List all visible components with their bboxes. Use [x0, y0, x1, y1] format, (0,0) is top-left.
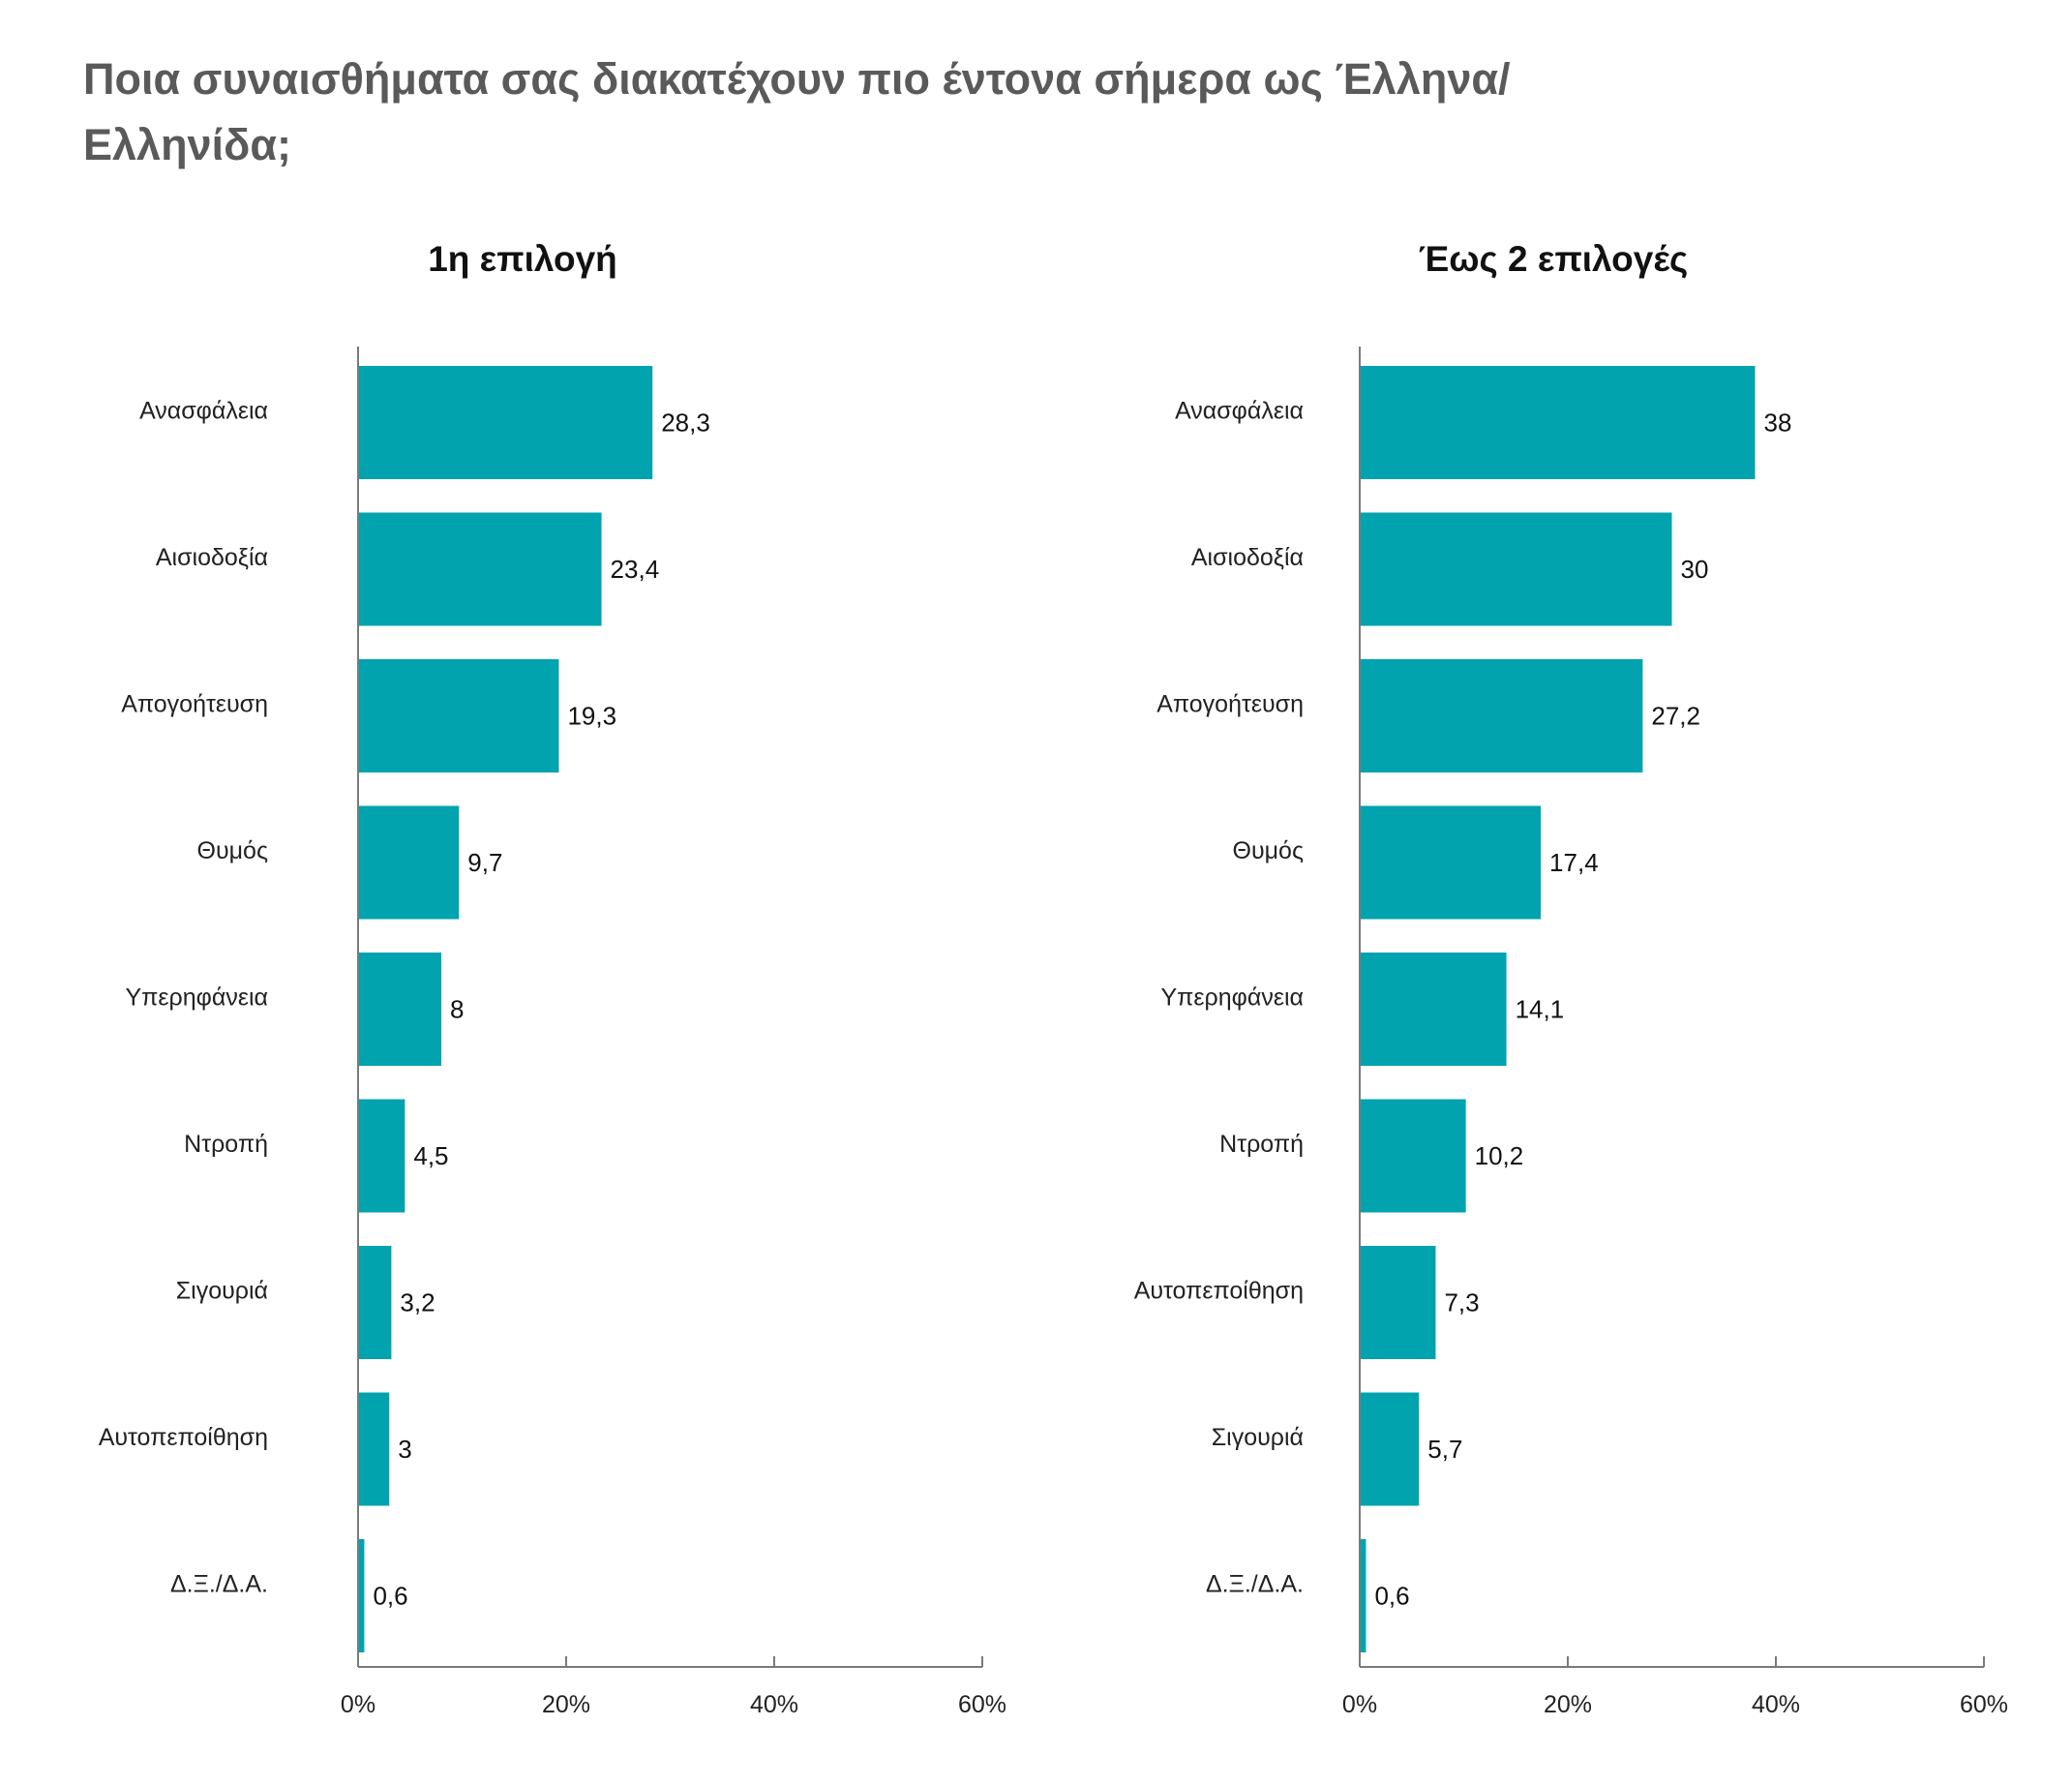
bar-5 [358, 953, 441, 1066]
data-label-3: 19,3 [567, 702, 616, 731]
bar-3 [358, 659, 559, 772]
bar-9 [358, 1539, 365, 1652]
category-label-8: Αυτοπεποίθηση [99, 1424, 268, 1451]
bar-2 [1360, 512, 1672, 626]
category-label-7: Αυτοπεποίθηση [1134, 1278, 1304, 1305]
chart-title: Ποια συναισθήματα σας διακατέχουν πιο έν… [83, 46, 1632, 178]
category-label-1: Ανασφάλεια [139, 398, 268, 425]
bar-7 [1360, 1246, 1436, 1359]
x-tick-label-2: 40% [1752, 1691, 1800, 1718]
data-label-2: 23,4 [611, 555, 660, 584]
data-label-9: 0,6 [1374, 1582, 1409, 1611]
x-tick-label-3: 60% [958, 1691, 1006, 1718]
x-tick-label-3: 60% [1960, 1691, 2008, 1718]
bar-4 [358, 805, 460, 920]
bar-9 [1360, 1539, 1366, 1652]
data-label-5: 14,1 [1516, 995, 1565, 1024]
chart-title-line2: Ελληνίδα; [83, 120, 292, 169]
category-label-2: Αισιοδοξία [156, 544, 268, 571]
category-label-9: Δ.Ξ./Δ.Α. [1206, 1571, 1304, 1598]
category-label-2: Αισιοδοξία [1191, 544, 1304, 571]
category-label-3: Απογοήτευση [1156, 691, 1304, 718]
data-label-1: 28,3 [661, 409, 710, 438]
category-label-5: Υπερηφάνεια [1160, 984, 1304, 1012]
data-label-5: 8 [450, 995, 464, 1024]
x-tick-label-1: 20% [1544, 1691, 1592, 1718]
x-tick-label-0: 0% [1342, 1691, 1377, 1718]
bar-3 [1360, 659, 1643, 772]
bar-6 [358, 1099, 405, 1213]
category-label-7: Σιγουριά [176, 1278, 268, 1305]
chart-first-choice: 1η επιλογή 28,3 Ανασφάλεια 23,4 Αισιοδοξία 19… [99, 239, 1006, 1718]
chart-up-to-two-choices: Έως 2 επιλογές 38 Ανασφάλεια 30 Αισιοδοξία 27… [1134, 239, 2008, 1718]
bar-5 [1360, 953, 1507, 1066]
bar-1 [358, 366, 653, 479]
data-label-4: 9,7 [467, 848, 502, 877]
category-label-8: Σιγουριά [1212, 1424, 1304, 1451]
bar-6 [1360, 1099, 1466, 1213]
category-label-6: Ντροπή [184, 1131, 268, 1158]
category-label-1: Ανασφάλεια [1175, 398, 1304, 425]
data-label-3: 27,2 [1651, 702, 1700, 731]
data-label-8: 3 [398, 1435, 411, 1464]
x-tick-label-0: 0% [341, 1691, 375, 1718]
x-tick-label-2: 40% [750, 1691, 798, 1718]
bar-8 [1360, 1392, 1420, 1506]
category-label-4: Θυμός [1233, 837, 1304, 864]
category-label-5: Υπερηφάνεια [125, 984, 268, 1012]
bar-7 [358, 1246, 392, 1359]
data-label-2: 30 [1681, 555, 1709, 584]
data-label-7: 3,2 [400, 1288, 435, 1317]
panel-title: 1η επιλογή [428, 239, 617, 279]
data-label-8: 5,7 [1427, 1435, 1462, 1464]
data-label-9: 0,6 [373, 1582, 407, 1611]
data-label-1: 38 [1764, 409, 1792, 438]
data-label-6: 4,5 [413, 1141, 448, 1170]
data-label-7: 7,3 [1444, 1288, 1479, 1317]
bar-8 [358, 1392, 390, 1506]
x-tick-label-1: 20% [542, 1691, 590, 1718]
category-label-6: Ντροπή [1219, 1131, 1304, 1158]
bar-4 [1360, 805, 1542, 920]
category-label-9: Δ.Ξ./Δ.Α. [170, 1571, 268, 1598]
data-label-4: 17,4 [1549, 848, 1599, 877]
bar-1 [1360, 366, 1756, 479]
category-label-3: Απογοήτευση [121, 691, 268, 718]
chart-title-line1: Ποια συναισθήματα σας διακατέχουν πιο έν… [83, 54, 1511, 104]
panel-title: Έως 2 επιλογές [1419, 239, 1689, 279]
category-label-4: Θυμός [197, 837, 268, 864]
bar-2 [358, 512, 602, 626]
data-label-6: 10,2 [1475, 1141, 1524, 1170]
